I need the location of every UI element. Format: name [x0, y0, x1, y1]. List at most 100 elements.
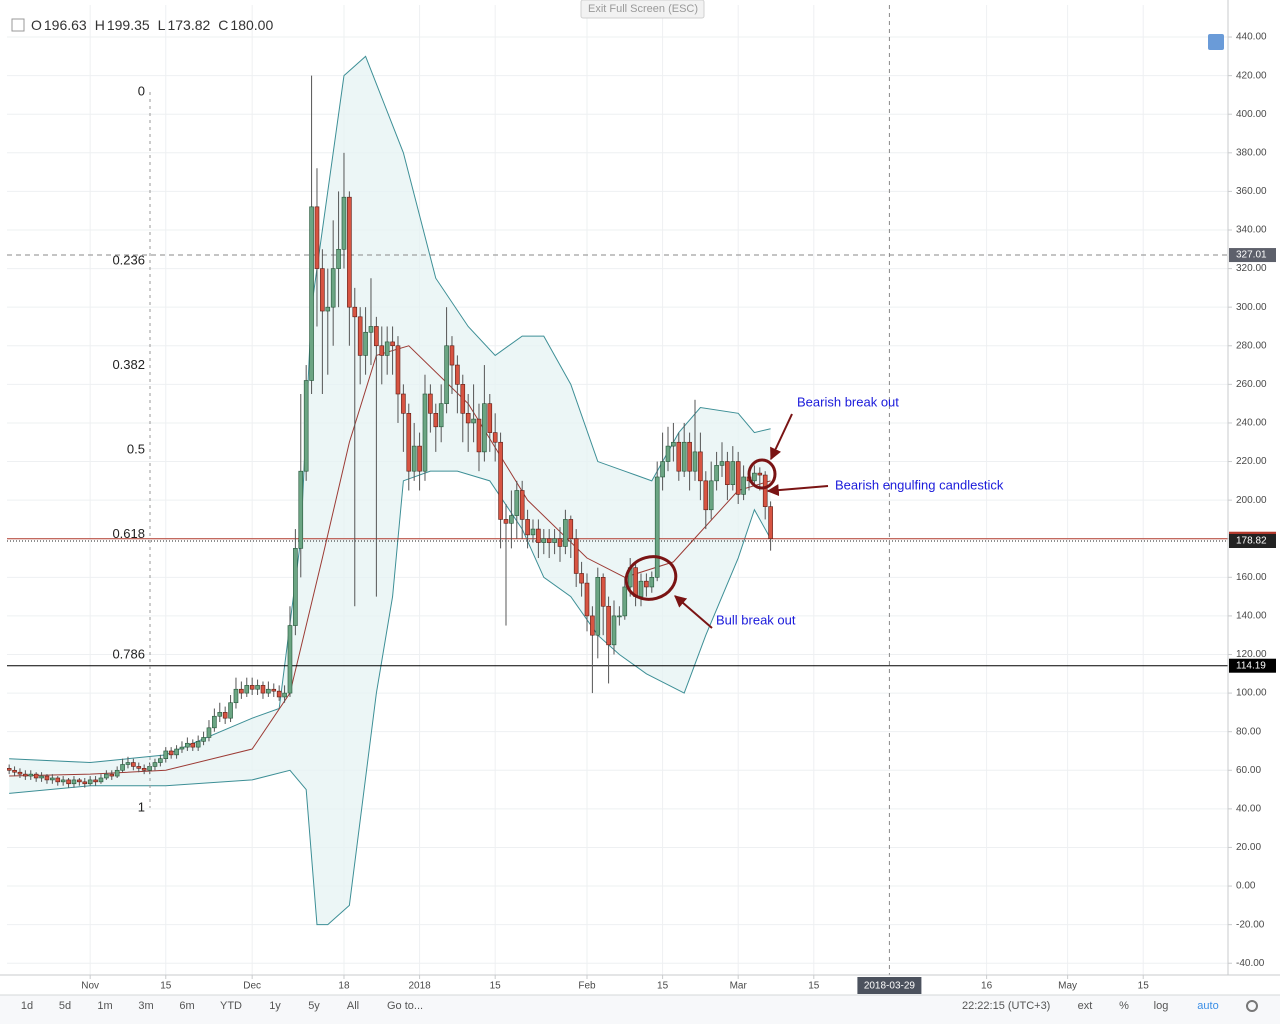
- y-tick-label: 320.00: [1236, 263, 1267, 274]
- candle-body: [374, 326, 379, 347]
- range-button[interactable]: 5y: [308, 1000, 320, 1012]
- exit-fullscreen-label[interactable]: Exit Full Screen (ESC): [588, 3, 698, 15]
- candle-body: [276, 690, 282, 698]
- candle-body: [476, 418, 482, 453]
- candle-body: [471, 418, 476, 424]
- range-button[interactable]: YTD: [220, 1000, 242, 1012]
- candle-body: [644, 580, 649, 588]
- candle-body: [17, 771, 23, 775]
- range-button[interactable]: 6m: [179, 1000, 194, 1012]
- ohlc-key: O: [31, 17, 42, 33]
- goto-button[interactable]: Go to...: [387, 1000, 423, 1012]
- candle-body: [579, 573, 584, 584]
- candle-body: [460, 384, 466, 414]
- candle-body: [136, 766, 142, 769]
- candle-body: [735, 461, 741, 495]
- annotation: Bearish break out: [797, 394, 899, 409]
- candle-body: [60, 779, 66, 783]
- ohlc-value: 180.00: [230, 17, 273, 33]
- x-tick-label: 15: [1138, 981, 1150, 992]
- candle-body: [714, 465, 719, 482]
- candle-body: [492, 432, 498, 443]
- y-tick-label: 100.00: [1236, 688, 1267, 699]
- range-button[interactable]: 1d: [21, 1000, 33, 1012]
- toolbar-items: 1d 5d 1m 3m 6m YTD 1y 5y All Go to... 22:22:15 (UT…: [21, 1000, 1258, 1012]
- candle-body: [125, 762, 131, 765]
- option-button[interactable]: auto: [1197, 1000, 1218, 1012]
- x-tick-label: 15: [657, 981, 669, 992]
- candle-body: [233, 688, 239, 704]
- candle-body: [303, 380, 309, 472]
- range-button[interactable]: All: [347, 1000, 359, 1012]
- candle-body: [703, 480, 709, 511]
- candle-body: [449, 345, 455, 366]
- candle-body: [600, 577, 606, 607]
- range-button[interactable]: 3m: [138, 1000, 153, 1012]
- candle-body: [487, 403, 493, 433]
- candle-body: [87, 779, 93, 785]
- x-tick-label: 15: [160, 981, 172, 992]
- y-tick-label: 140.00: [1236, 611, 1267, 622]
- annotation: Bearish engulfing candlestick: [835, 477, 1004, 492]
- candle-body: [638, 580, 644, 597]
- candle-body: [649, 577, 655, 588]
- candle-body: [395, 345, 401, 395]
- x-tick-label: May: [1058, 981, 1077, 992]
- settings-button[interactable]: [1246, 1000, 1258, 1012]
- range-button[interactable]: 5d: [59, 1000, 71, 1012]
- candle-body: [244, 685, 250, 694]
- x-tick-label: Mar: [730, 981, 748, 992]
- candle-body: [590, 615, 595, 636]
- candle-body: [98, 777, 104, 783]
- y-tick-label: 60.00: [1236, 765, 1261, 776]
- candle-body: [212, 715, 217, 729]
- option-button[interactable]: %: [1119, 1000, 1129, 1012]
- ohlc-key: L: [158, 17, 166, 33]
- candle-body: [433, 412, 439, 428]
- candle-body: [525, 519, 530, 536]
- exit-fullscreen-button[interactable]: [580, 0, 705, 19]
- y-tick-label: 280.00: [1236, 340, 1267, 351]
- range-button[interactable]: 1y: [269, 1000, 281, 1012]
- fib-level-label: 0.382: [112, 357, 145, 372]
- candle-body: [546, 538, 552, 543]
- candle-body: [158, 758, 163, 763]
- crosshair-label: 2018-03-29: [864, 981, 916, 992]
- y-tick-label: 120.00: [1236, 649, 1267, 660]
- candle-body: [368, 326, 374, 333]
- ohlc-value: 173.82: [167, 17, 210, 33]
- symbol-icon[interactable]: [11, 18, 25, 32]
- candle-body: [573, 538, 579, 574]
- y-tick-label: 20.00: [1236, 842, 1261, 853]
- price-label: 114.19: [1236, 660, 1266, 671]
- candle-body: [536, 528, 541, 543]
- candle-body: [7, 768, 12, 771]
- candle-body: [174, 748, 179, 756]
- candle-body: [152, 762, 158, 767]
- candle-body: [23, 773, 28, 777]
- candle-body: [411, 445, 417, 472]
- candle-body: [606, 605, 611, 646]
- price-label: 178.82: [1236, 536, 1267, 547]
- y-tick-label: 0.00: [1236, 881, 1256, 892]
- scale-button[interactable]: [1208, 34, 1224, 50]
- y-tick-label: 160.00: [1236, 572, 1267, 583]
- candle-body: [568, 519, 574, 540]
- candle-body: [595, 577, 601, 636]
- candle-body: [417, 445, 422, 472]
- option-button[interactable]: ext: [1078, 1000, 1093, 1012]
- candle-body: [77, 779, 82, 783]
- option-button[interactable]: log: [1154, 1000, 1169, 1012]
- candle-body: [768, 506, 773, 540]
- candle-body: [120, 764, 125, 771]
- candle-body: [39, 775, 44, 779]
- candle-body: [617, 615, 622, 618]
- candle-body: [676, 441, 682, 472]
- grid: [7, 5, 1228, 975]
- candle-body: [671, 441, 676, 447]
- axes: 440.00 420.00 400.00 380.00 360.00 340.00 320.…: [81, 32, 1276, 994]
- clock: 22:22:15 (UTC+3): [962, 1000, 1050, 1012]
- range-button[interactable]: 1m: [97, 1000, 112, 1012]
- annotation-arrow: [766, 484, 829, 497]
- candle-body: [341, 196, 347, 250]
